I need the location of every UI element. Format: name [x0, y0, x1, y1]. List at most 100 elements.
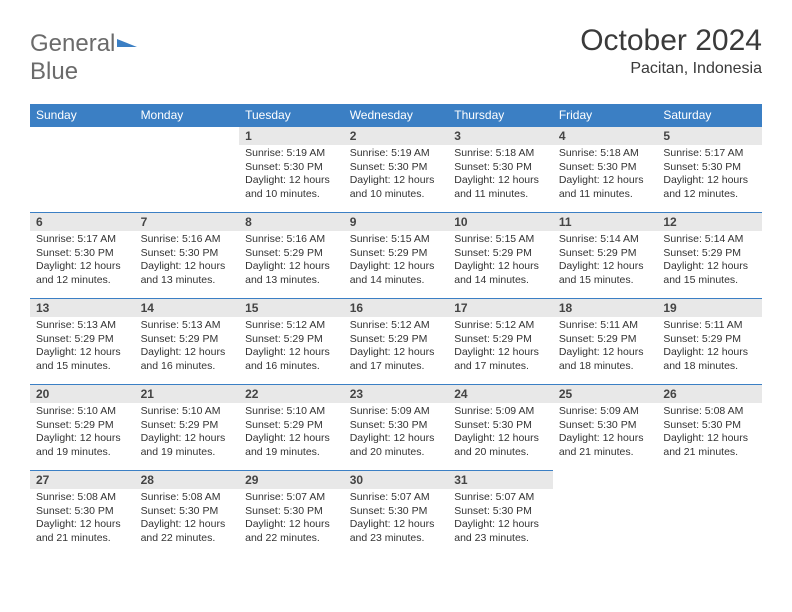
day-number: 24: [448, 385, 553, 403]
daylight-line1: Daylight: 12 hours: [350, 346, 443, 360]
daylight-line2: and 21 minutes.: [559, 446, 652, 460]
sunrise-text: Sunrise: 5:12 AM: [350, 319, 443, 333]
day-number: 29: [239, 471, 344, 489]
sunset-text: Sunset: 5:30 PM: [559, 161, 652, 175]
sunrise-text: Sunrise: 5:18 AM: [454, 147, 547, 161]
daylight-line1: Daylight: 12 hours: [454, 174, 547, 188]
day-number: 17: [448, 299, 553, 317]
day-number: 7: [135, 213, 240, 231]
day-details: Sunrise: 5:12 AMSunset: 5:29 PMDaylight:…: [239, 317, 344, 378]
daylight-line2: and 20 minutes.: [350, 446, 443, 460]
day-number: 16: [344, 299, 449, 317]
day-details: Sunrise: 5:12 AMSunset: 5:29 PMDaylight:…: [344, 317, 449, 378]
daylight-line1: Daylight: 12 hours: [559, 174, 652, 188]
day-details: Sunrise: 5:16 AMSunset: 5:30 PMDaylight:…: [135, 231, 240, 292]
calendar-day-cell: 14Sunrise: 5:13 AMSunset: 5:29 PMDayligh…: [135, 299, 240, 385]
sunset-text: Sunset: 5:29 PM: [559, 333, 652, 347]
daylight-line1: Daylight: 12 hours: [245, 346, 338, 360]
sunrise-text: Sunrise: 5:10 AM: [141, 405, 234, 419]
day-details: Sunrise: 5:07 AMSunset: 5:30 PMDaylight:…: [239, 489, 344, 550]
daylight-line2: and 12 minutes.: [663, 188, 756, 202]
location: Pacitan, Indonesia: [580, 60, 762, 78]
daylight-line1: Daylight: 12 hours: [36, 518, 129, 532]
calendar-day-cell: 10Sunrise: 5:15 AMSunset: 5:29 PMDayligh…: [448, 213, 553, 299]
weekday-header: Sunday: [30, 104, 135, 127]
daylight-line2: and 15 minutes.: [36, 360, 129, 374]
sunrise-text: Sunrise: 5:09 AM: [559, 405, 652, 419]
day-number: 26: [657, 385, 762, 403]
sunrise-text: Sunrise: 5:09 AM: [454, 405, 547, 419]
daylight-line1: Daylight: 12 hours: [559, 260, 652, 274]
daylight-line1: Daylight: 12 hours: [245, 432, 338, 446]
day-number: 28: [135, 471, 240, 489]
weekday-header: Saturday: [657, 104, 762, 127]
sunset-text: Sunset: 5:30 PM: [36, 505, 129, 519]
day-details: Sunrise: 5:07 AMSunset: 5:30 PMDaylight:…: [448, 489, 553, 550]
header: General Blue October 2024 Pacitan, Indon…: [30, 24, 762, 86]
day-number: 14: [135, 299, 240, 317]
sunset-text: Sunset: 5:30 PM: [454, 161, 547, 175]
daylight-line1: Daylight: 12 hours: [454, 346, 547, 360]
day-number: 1: [239, 127, 344, 145]
sunset-text: Sunset: 5:30 PM: [245, 161, 338, 175]
sunset-text: Sunset: 5:30 PM: [454, 419, 547, 433]
calendar-day-cell: 8Sunrise: 5:16 AMSunset: 5:29 PMDaylight…: [239, 213, 344, 299]
logo-part2: Blue: [30, 58, 78, 85]
sunrise-text: Sunrise: 5:12 AM: [454, 319, 547, 333]
day-details: Sunrise: 5:19 AMSunset: 5:30 PMDaylight:…: [344, 145, 449, 206]
calendar-day-cell: 13Sunrise: 5:13 AMSunset: 5:29 PMDayligh…: [30, 299, 135, 385]
daylight-line2: and 15 minutes.: [559, 274, 652, 288]
sunset-text: Sunset: 5:29 PM: [559, 247, 652, 261]
day-details: Sunrise: 5:09 AMSunset: 5:30 PMDaylight:…: [344, 403, 449, 464]
daylight-line1: Daylight: 12 hours: [36, 260, 129, 274]
day-number: 22: [239, 385, 344, 403]
sunrise-text: Sunrise: 5:09 AM: [350, 405, 443, 419]
daylight-line1: Daylight: 12 hours: [663, 260, 756, 274]
sunset-text: Sunset: 5:29 PM: [245, 333, 338, 347]
daylight-line1: Daylight: 12 hours: [245, 174, 338, 188]
calendar-day-cell: 7Sunrise: 5:16 AMSunset: 5:30 PMDaylight…: [135, 213, 240, 299]
daylight-line2: and 18 minutes.: [559, 360, 652, 374]
daylight-line2: and 16 minutes.: [141, 360, 234, 374]
day-number: 3: [448, 127, 553, 145]
calendar-day-cell: 17Sunrise: 5:12 AMSunset: 5:29 PMDayligh…: [448, 299, 553, 385]
calendar-day-cell: 6Sunrise: 5:17 AMSunset: 5:30 PMDaylight…: [30, 213, 135, 299]
sunrise-text: Sunrise: 5:18 AM: [559, 147, 652, 161]
calendar-day-cell: 11Sunrise: 5:14 AMSunset: 5:29 PMDayligh…: [553, 213, 658, 299]
sunrise-text: Sunrise: 5:16 AM: [141, 233, 234, 247]
daylight-line2: and 21 minutes.: [36, 532, 129, 546]
daylight-line1: Daylight: 12 hours: [350, 260, 443, 274]
day-details: Sunrise: 5:19 AMSunset: 5:30 PMDaylight:…: [239, 145, 344, 206]
sunset-text: Sunset: 5:30 PM: [350, 161, 443, 175]
daylight-line2: and 23 minutes.: [350, 532, 443, 546]
daylight-line2: and 14 minutes.: [350, 274, 443, 288]
daylight-line1: Daylight: 12 hours: [663, 346, 756, 360]
calendar-day-cell: 15Sunrise: 5:12 AMSunset: 5:29 PMDayligh…: [239, 299, 344, 385]
sunrise-text: Sunrise: 5:10 AM: [36, 405, 129, 419]
sunset-text: Sunset: 5:30 PM: [663, 419, 756, 433]
sunrise-text: Sunrise: 5:15 AM: [454, 233, 547, 247]
daylight-line1: Daylight: 12 hours: [350, 518, 443, 532]
daylight-line1: Daylight: 12 hours: [141, 260, 234, 274]
day-details: Sunrise: 5:08 AMSunset: 5:30 PMDaylight:…: [135, 489, 240, 550]
sunset-text: Sunset: 5:29 PM: [245, 247, 338, 261]
day-number: 30: [344, 471, 449, 489]
calendar-day-cell: 28Sunrise: 5:08 AMSunset: 5:30 PMDayligh…: [135, 471, 240, 557]
calendar-week-row: 1Sunrise: 5:19 AMSunset: 5:30 PMDaylight…: [30, 127, 762, 213]
daylight-line2: and 10 minutes.: [245, 188, 338, 202]
calendar-day-cell: 30Sunrise: 5:07 AMSunset: 5:30 PMDayligh…: [344, 471, 449, 557]
sunset-text: Sunset: 5:30 PM: [141, 247, 234, 261]
day-number: 20: [30, 385, 135, 403]
sunrise-text: Sunrise: 5:19 AM: [350, 147, 443, 161]
logo-part1: General: [30, 30, 115, 57]
calendar-body: 1Sunrise: 5:19 AMSunset: 5:30 PMDaylight…: [30, 127, 762, 557]
day-number: 19: [657, 299, 762, 317]
weekday-header: Thursday: [448, 104, 553, 127]
calendar-day-cell: 21Sunrise: 5:10 AMSunset: 5:29 PMDayligh…: [135, 385, 240, 471]
sunset-text: Sunset: 5:30 PM: [663, 161, 756, 175]
sunrise-text: Sunrise: 5:14 AM: [663, 233, 756, 247]
logo-triangle-icon: [117, 39, 137, 47]
sunrise-text: Sunrise: 5:14 AM: [559, 233, 652, 247]
sunset-text: Sunset: 5:30 PM: [245, 505, 338, 519]
day-details: Sunrise: 5:10 AMSunset: 5:29 PMDaylight:…: [30, 403, 135, 464]
